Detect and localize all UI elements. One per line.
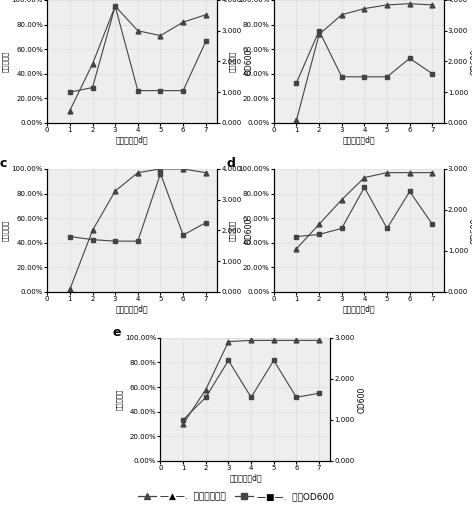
Y-axis label: 金属去除率: 金属去除率 [229,51,236,72]
Y-axis label: OD600: OD600 [471,217,472,244]
Y-axis label: OD600: OD600 [358,386,367,413]
Text: a: a [0,0,8,1]
Y-axis label: OD600: OD600 [471,48,472,75]
Text: d: d [226,157,235,169]
Y-axis label: 金属去除率: 金属去除率 [2,51,9,72]
Text: b: b [226,0,235,1]
Text: c: c [0,157,7,169]
X-axis label: 生长时间（d）: 生长时间（d） [342,136,375,145]
Legend: —▲—.  金属去除率；, —■—.  菌液OD600: —▲—. 金属去除率；, —■—. 菌液OD600 [134,488,338,505]
Y-axis label: 金属去除率: 金属去除率 [229,220,236,241]
Y-axis label: 金属去除率: 金属去除率 [2,220,9,241]
Y-axis label: OD600: OD600 [244,48,253,75]
X-axis label: 生长时间（d）: 生长时间（d） [342,305,375,314]
X-axis label: 生长时间（d）: 生长时间（d） [229,474,262,483]
X-axis label: 生长时间（d）: 生长时间（d） [116,136,149,145]
X-axis label: 生长时间（d）: 生长时间（d） [116,305,149,314]
Text: e: e [113,326,121,338]
Y-axis label: OD600: OD600 [244,217,253,244]
Y-axis label: 金属去除率: 金属去除率 [116,389,122,410]
